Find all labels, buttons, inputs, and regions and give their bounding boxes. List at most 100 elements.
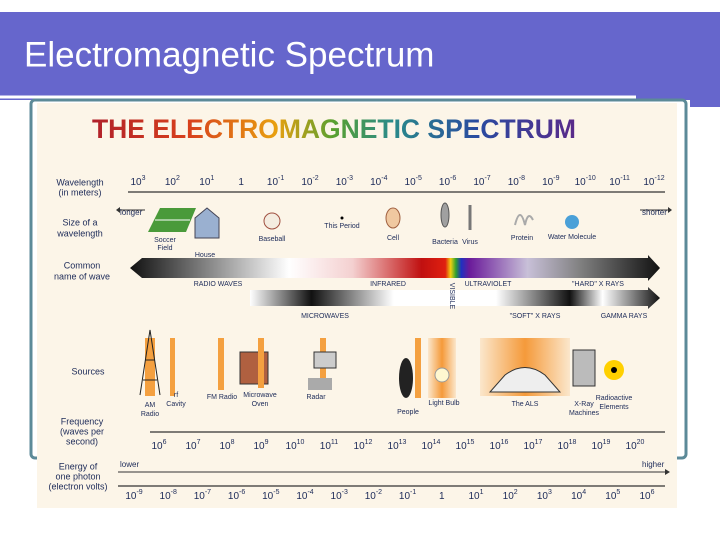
tick-base: 10 xyxy=(253,441,265,452)
tick-exponent: -5 xyxy=(416,175,422,182)
tick-base: 1 xyxy=(238,177,244,188)
tick-exponent: 3 xyxy=(548,489,552,496)
row-label: (waves per xyxy=(60,426,104,436)
tick-label: 1016 xyxy=(490,439,509,452)
arrow-head xyxy=(665,469,670,475)
tick-base: 10 xyxy=(331,491,343,502)
tick-base: 10 xyxy=(626,441,638,452)
tick-base: 10 xyxy=(422,441,434,452)
tick-exponent: 1 xyxy=(480,489,484,496)
size-object-label: Baseball xyxy=(259,236,286,243)
slide-title: Electromagnetic Spectrum xyxy=(24,35,434,74)
tick-exponent: -2 xyxy=(376,489,382,496)
tick-base: 10 xyxy=(185,441,197,452)
tick-exponent: 14 xyxy=(433,439,441,446)
tick-base: 10 xyxy=(558,441,570,452)
tick-label: 10-4 xyxy=(370,175,387,188)
tick-exponent: 11 xyxy=(331,439,338,446)
tick-base: 1 xyxy=(439,491,445,502)
tick-exponent: -3 xyxy=(347,175,353,182)
row-label: second) xyxy=(66,436,98,446)
tick-label: 1 xyxy=(439,491,445,502)
tick-exponent: 7 xyxy=(197,439,201,446)
tick-base: 10 xyxy=(643,177,655,188)
tick-label: 10-8 xyxy=(508,175,525,188)
row-label: Frequency xyxy=(61,416,104,426)
row-label: Wavelength xyxy=(56,177,103,187)
tick-base: 10 xyxy=(320,441,332,452)
wave-name: "SOFT" X RAYS xyxy=(510,313,561,320)
tick-exponent: -1 xyxy=(410,489,416,496)
size-object-label: Bacteria xyxy=(432,239,458,246)
tick-label: 107 xyxy=(185,439,200,452)
tick-label: 106 xyxy=(639,489,654,502)
row-label: Size of a xyxy=(62,217,97,227)
tick-exponent: -8 xyxy=(171,489,177,496)
size-object-label: Water Molecule xyxy=(548,234,596,241)
tick-base: 10 xyxy=(490,441,502,452)
tick-exponent: 6 xyxy=(651,489,655,496)
tick-exponent: 13 xyxy=(399,439,407,446)
tick-label: 1 xyxy=(238,177,244,188)
tick-label: 10-7 xyxy=(473,175,490,188)
source-label: Machines xyxy=(569,410,599,417)
tick-base: 10 xyxy=(130,177,142,188)
row-label: Common xyxy=(64,260,101,270)
tick-label: 102 xyxy=(165,175,180,188)
wave-name: ULTRAVIOLET xyxy=(465,281,513,288)
tick-exponent: 12 xyxy=(365,439,373,446)
energy-end: lower xyxy=(120,460,139,469)
row-label: wavelength xyxy=(56,228,103,238)
tick-base: 10 xyxy=(286,441,298,452)
tick-base: 10 xyxy=(296,491,308,502)
tick-label: 103 xyxy=(537,489,552,502)
row-label: Sources xyxy=(71,366,105,376)
tick-base: 10 xyxy=(399,491,411,502)
tick-base: 10 xyxy=(219,441,231,452)
tick-label: 105 xyxy=(605,489,620,502)
tick-label: 108 xyxy=(219,439,234,452)
tick-base: 10 xyxy=(575,177,587,188)
size-object-label: Cell xyxy=(387,235,400,242)
tick-base: 10 xyxy=(542,177,554,188)
row-label: (electron volts) xyxy=(48,481,107,491)
tick-exponent: -3 xyxy=(342,489,348,496)
tick-base: 10 xyxy=(365,491,377,502)
tick-exponent: 15 xyxy=(467,439,475,446)
tick-base: 10 xyxy=(388,441,400,452)
tick-base: 10 xyxy=(456,441,468,452)
tick-exponent: 1 xyxy=(210,175,214,182)
wave-name: MICROWAVES xyxy=(301,313,349,320)
tick-label: 1012 xyxy=(354,439,373,452)
tick-label: 102 xyxy=(503,489,518,502)
tick-label: 10-4 xyxy=(296,489,313,502)
tick-label: 10-9 xyxy=(542,175,559,188)
source-label: The ALS xyxy=(512,401,539,408)
size-object-label: House xyxy=(195,252,215,259)
row-label: (in meters) xyxy=(58,187,101,197)
tick-base: 10 xyxy=(571,491,583,502)
tick-base: 10 xyxy=(503,491,515,502)
tick-label: 10-2 xyxy=(301,175,318,188)
tick-base: 10 xyxy=(125,491,137,502)
tick-label: 10-5 xyxy=(405,175,422,188)
tick-exponent: -10 xyxy=(586,175,596,182)
tick-label: 10-12 xyxy=(643,175,664,188)
tick-exponent: -1 xyxy=(278,175,284,182)
tick-exponent: -5 xyxy=(273,489,279,496)
tick-exponent: 9 xyxy=(265,439,269,446)
tick-base: 10 xyxy=(508,177,520,188)
source-label: Radar xyxy=(306,394,326,401)
tick-base: 10 xyxy=(262,491,274,502)
size-object-label: Virus xyxy=(462,239,478,246)
tick-base: 10 xyxy=(468,491,480,502)
tick-base: 10 xyxy=(160,491,172,502)
tick-exponent: -11 xyxy=(620,175,630,182)
tick-exponent: 18 xyxy=(569,439,577,446)
tick-base: 10 xyxy=(524,441,536,452)
tick-label: 10-6 xyxy=(228,489,245,502)
size-icons xyxy=(148,202,579,239)
tick-label: 101 xyxy=(468,489,483,502)
source-label: Cavity xyxy=(166,401,186,408)
